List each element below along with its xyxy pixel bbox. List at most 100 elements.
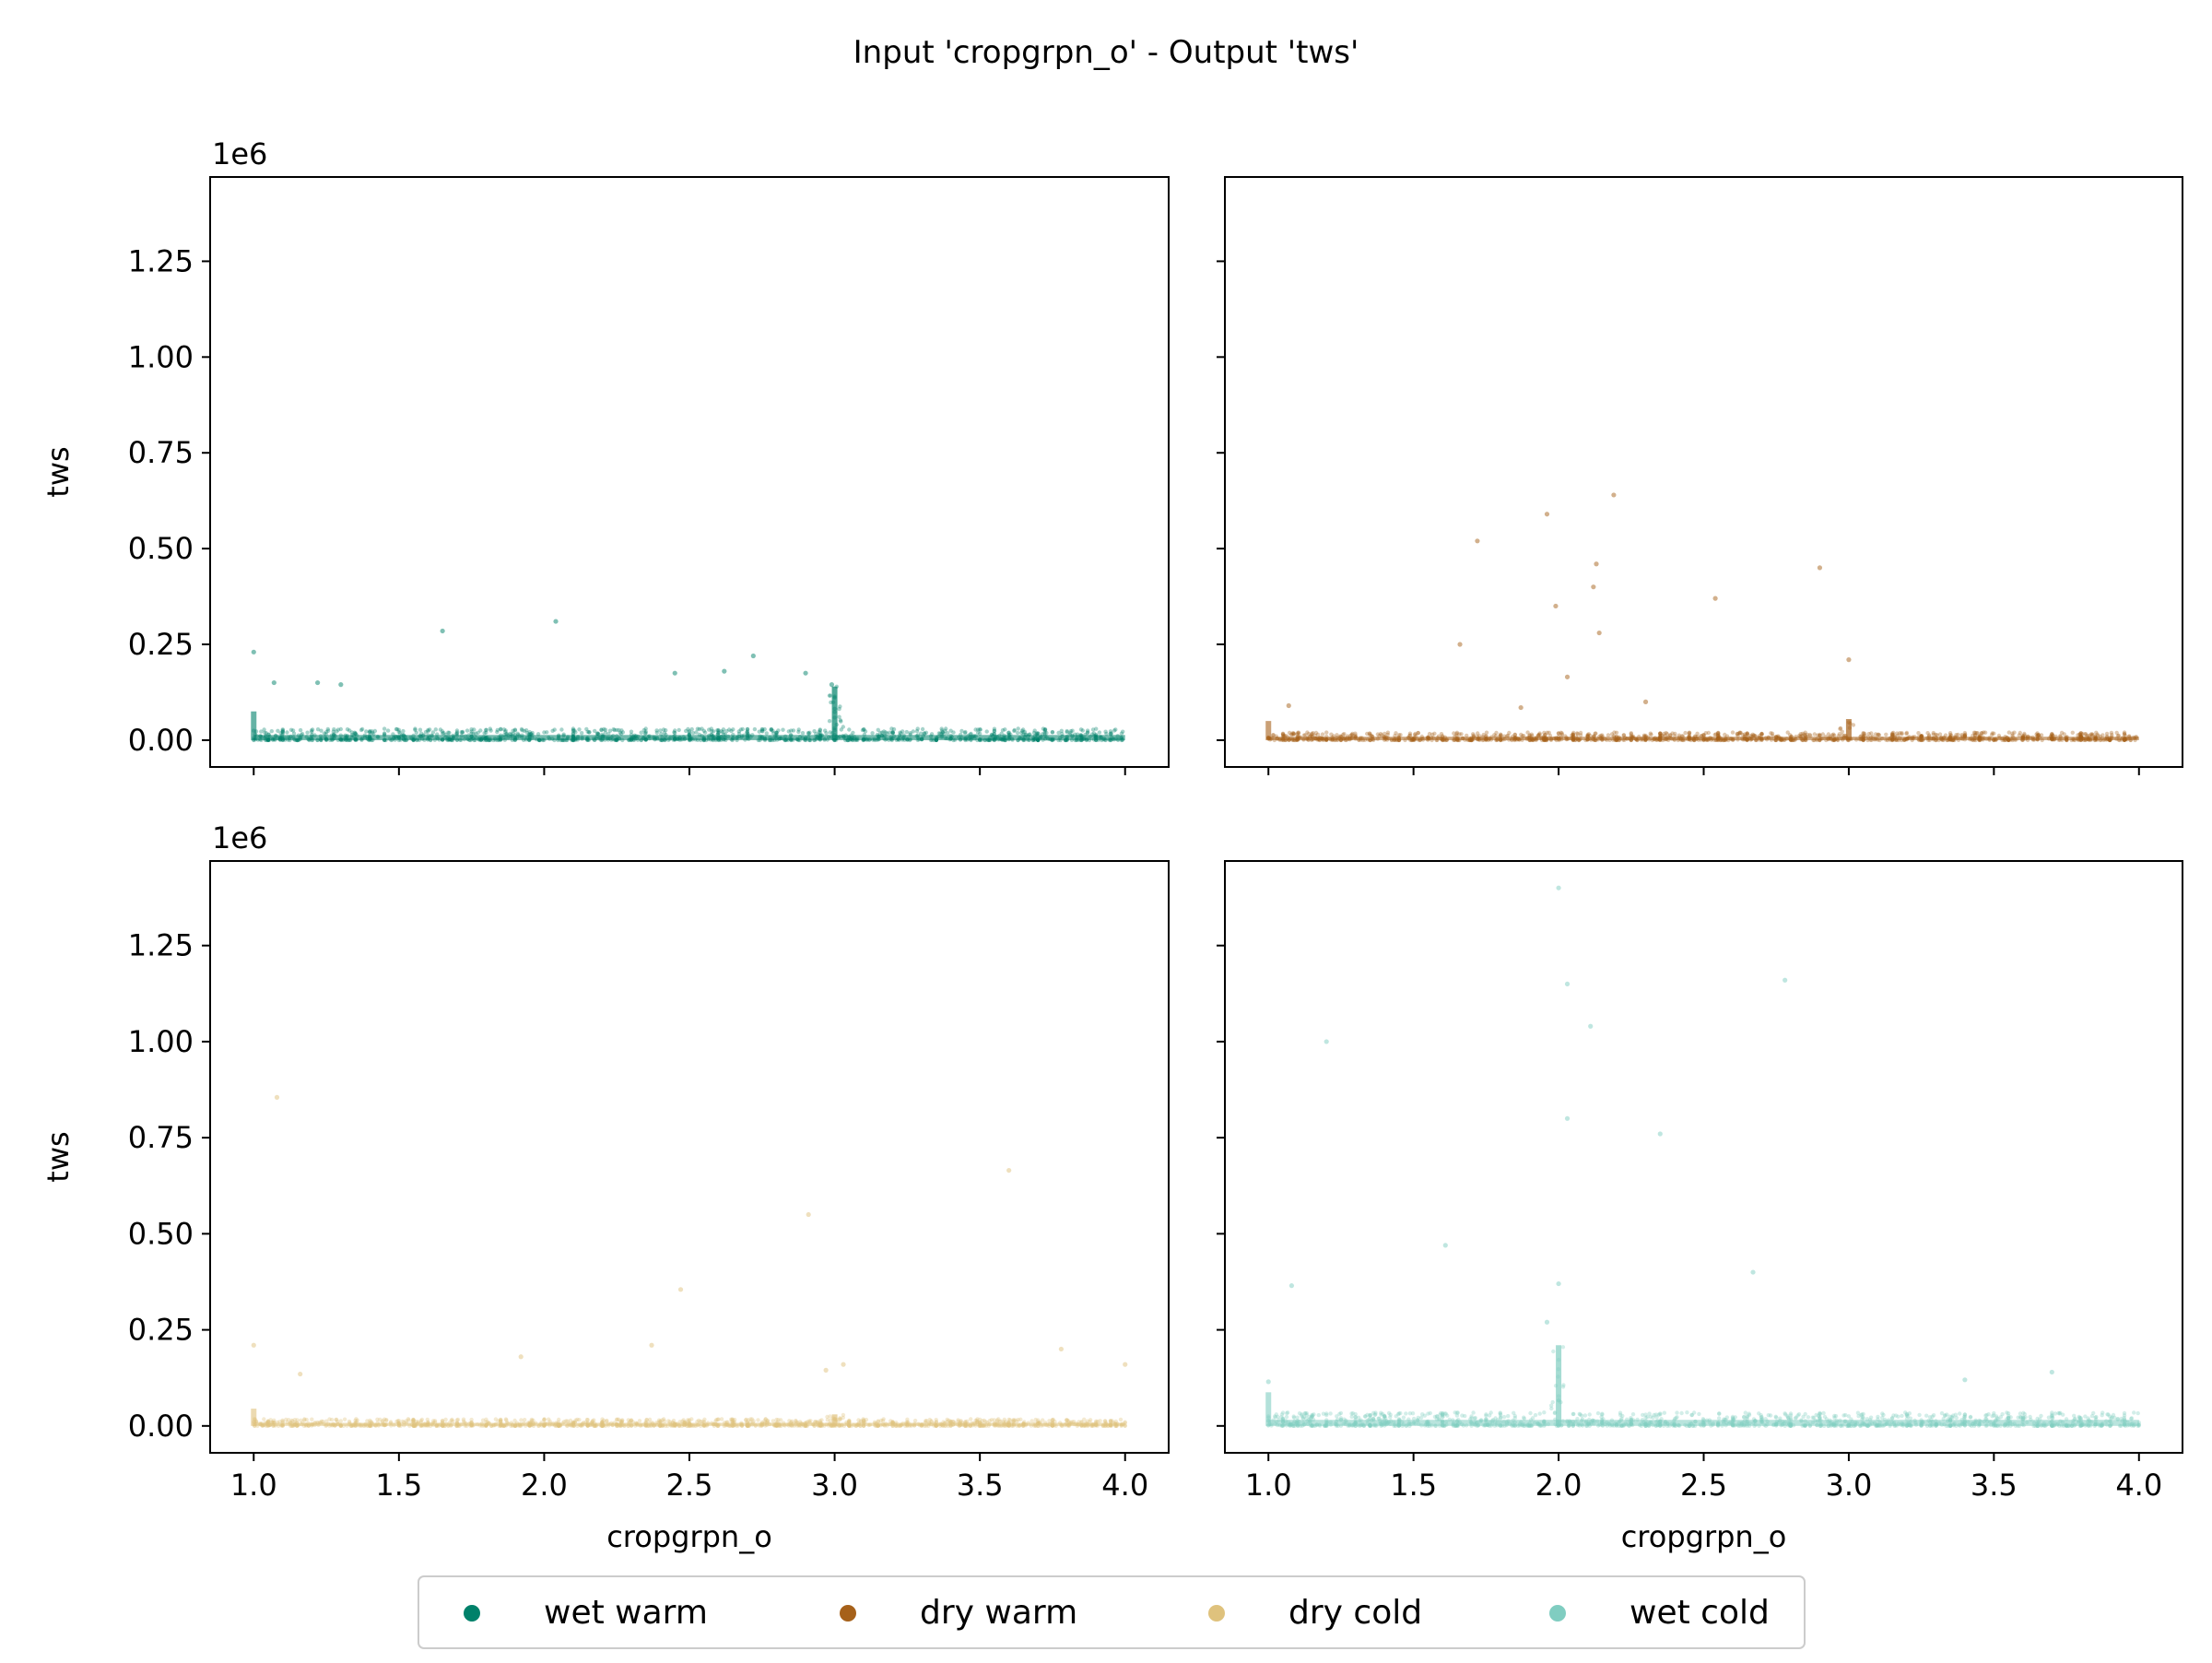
data-point xyxy=(1310,733,1313,737)
data-point xyxy=(2123,1411,2126,1415)
outlier-point xyxy=(275,1095,279,1100)
outlier-point xyxy=(1565,675,1570,679)
outlier-point xyxy=(338,682,343,687)
data-point xyxy=(477,731,480,735)
data-point xyxy=(1365,732,1369,736)
data-point xyxy=(727,727,731,731)
data-point xyxy=(1016,731,1019,735)
data-point xyxy=(375,1418,379,1421)
data-point xyxy=(613,728,617,732)
data-point xyxy=(1121,730,1124,734)
data-point xyxy=(455,1418,459,1421)
data-point xyxy=(1622,733,1626,737)
data-point xyxy=(801,731,805,735)
data-point xyxy=(828,693,831,697)
data-point xyxy=(346,727,349,731)
data-point xyxy=(988,1419,992,1422)
data-point xyxy=(1799,732,1803,736)
data-point xyxy=(733,1418,736,1421)
data-point xyxy=(999,1420,1003,1423)
x-tick-label: 2.0 xyxy=(521,1468,568,1503)
data-point xyxy=(320,1420,324,1423)
data-point xyxy=(420,1418,424,1421)
spike-column xyxy=(832,687,838,740)
data-point xyxy=(553,727,557,731)
data-point xyxy=(921,727,924,731)
data-point xyxy=(1003,727,1006,731)
y-tick-label: 0.25 xyxy=(128,1313,194,1348)
data-point xyxy=(1052,1418,1055,1421)
outlier-point xyxy=(673,671,677,676)
data-point xyxy=(305,1418,309,1421)
data-point xyxy=(1017,726,1020,730)
data-point xyxy=(446,731,450,735)
x-tick-label: 4.0 xyxy=(1101,1468,1148,1503)
data-point xyxy=(431,730,435,734)
data-point xyxy=(924,1419,927,1422)
data-point xyxy=(1737,731,1741,735)
data-point xyxy=(1376,732,1380,736)
data-point xyxy=(1723,733,1726,737)
data-point xyxy=(1542,1410,1546,1414)
data-point xyxy=(577,727,581,731)
data-point xyxy=(1303,733,1307,737)
data-point xyxy=(334,1418,337,1421)
data-point xyxy=(1905,731,1909,735)
outlier-point xyxy=(1457,642,1462,646)
y-tick-label: 0.75 xyxy=(128,435,194,470)
data-point xyxy=(1804,1412,1807,1416)
outlier-point xyxy=(272,680,276,685)
data-point xyxy=(1506,1414,1510,1418)
data-point xyxy=(617,728,620,732)
data-point xyxy=(662,1417,665,1421)
data-point xyxy=(1060,729,1064,733)
data-point xyxy=(276,729,279,733)
data-point xyxy=(299,728,302,732)
data-point xyxy=(928,1418,932,1421)
outlier-point xyxy=(649,1343,653,1348)
data-point xyxy=(359,728,363,732)
x-tick-label: 1.0 xyxy=(230,1468,277,1503)
data-point xyxy=(1042,730,1046,734)
data-point xyxy=(1606,733,1610,737)
data-point xyxy=(1476,731,1479,735)
data-point xyxy=(339,1419,343,1422)
data-point xyxy=(559,727,563,731)
data-point xyxy=(847,727,851,731)
outlier-point xyxy=(1846,657,1851,662)
data-point xyxy=(1938,732,1942,736)
data-point xyxy=(1934,733,1937,737)
data-point xyxy=(484,731,488,735)
outlier-point xyxy=(1059,1347,1064,1351)
data-point xyxy=(1900,731,1903,735)
data-point xyxy=(1537,731,1541,735)
outlier-point xyxy=(1594,561,1598,566)
outlier-point xyxy=(1519,705,1524,710)
data-point xyxy=(1324,1411,1328,1415)
outlier-point xyxy=(1643,700,1648,704)
cluster-x1 xyxy=(251,712,256,740)
baseline-band xyxy=(253,1422,1124,1425)
y-tick-label: 1.25 xyxy=(128,243,194,278)
data-point xyxy=(575,1418,579,1421)
data-point xyxy=(316,727,320,731)
data-point xyxy=(1519,733,1523,737)
data-point xyxy=(745,730,748,734)
data-point xyxy=(488,728,492,732)
data-point xyxy=(531,1419,535,1422)
data-point xyxy=(259,729,263,733)
data-point xyxy=(520,728,524,732)
data-point xyxy=(270,729,274,733)
data-point xyxy=(382,726,386,730)
data-point xyxy=(1019,731,1023,735)
data-point xyxy=(889,726,893,730)
data-point xyxy=(1502,1415,1506,1419)
data-point xyxy=(1869,731,1873,735)
outlier-point xyxy=(803,671,807,676)
data-point xyxy=(885,731,888,735)
data-point xyxy=(1895,731,1899,735)
data-point xyxy=(841,1413,845,1417)
baseline-band xyxy=(1268,737,2139,740)
